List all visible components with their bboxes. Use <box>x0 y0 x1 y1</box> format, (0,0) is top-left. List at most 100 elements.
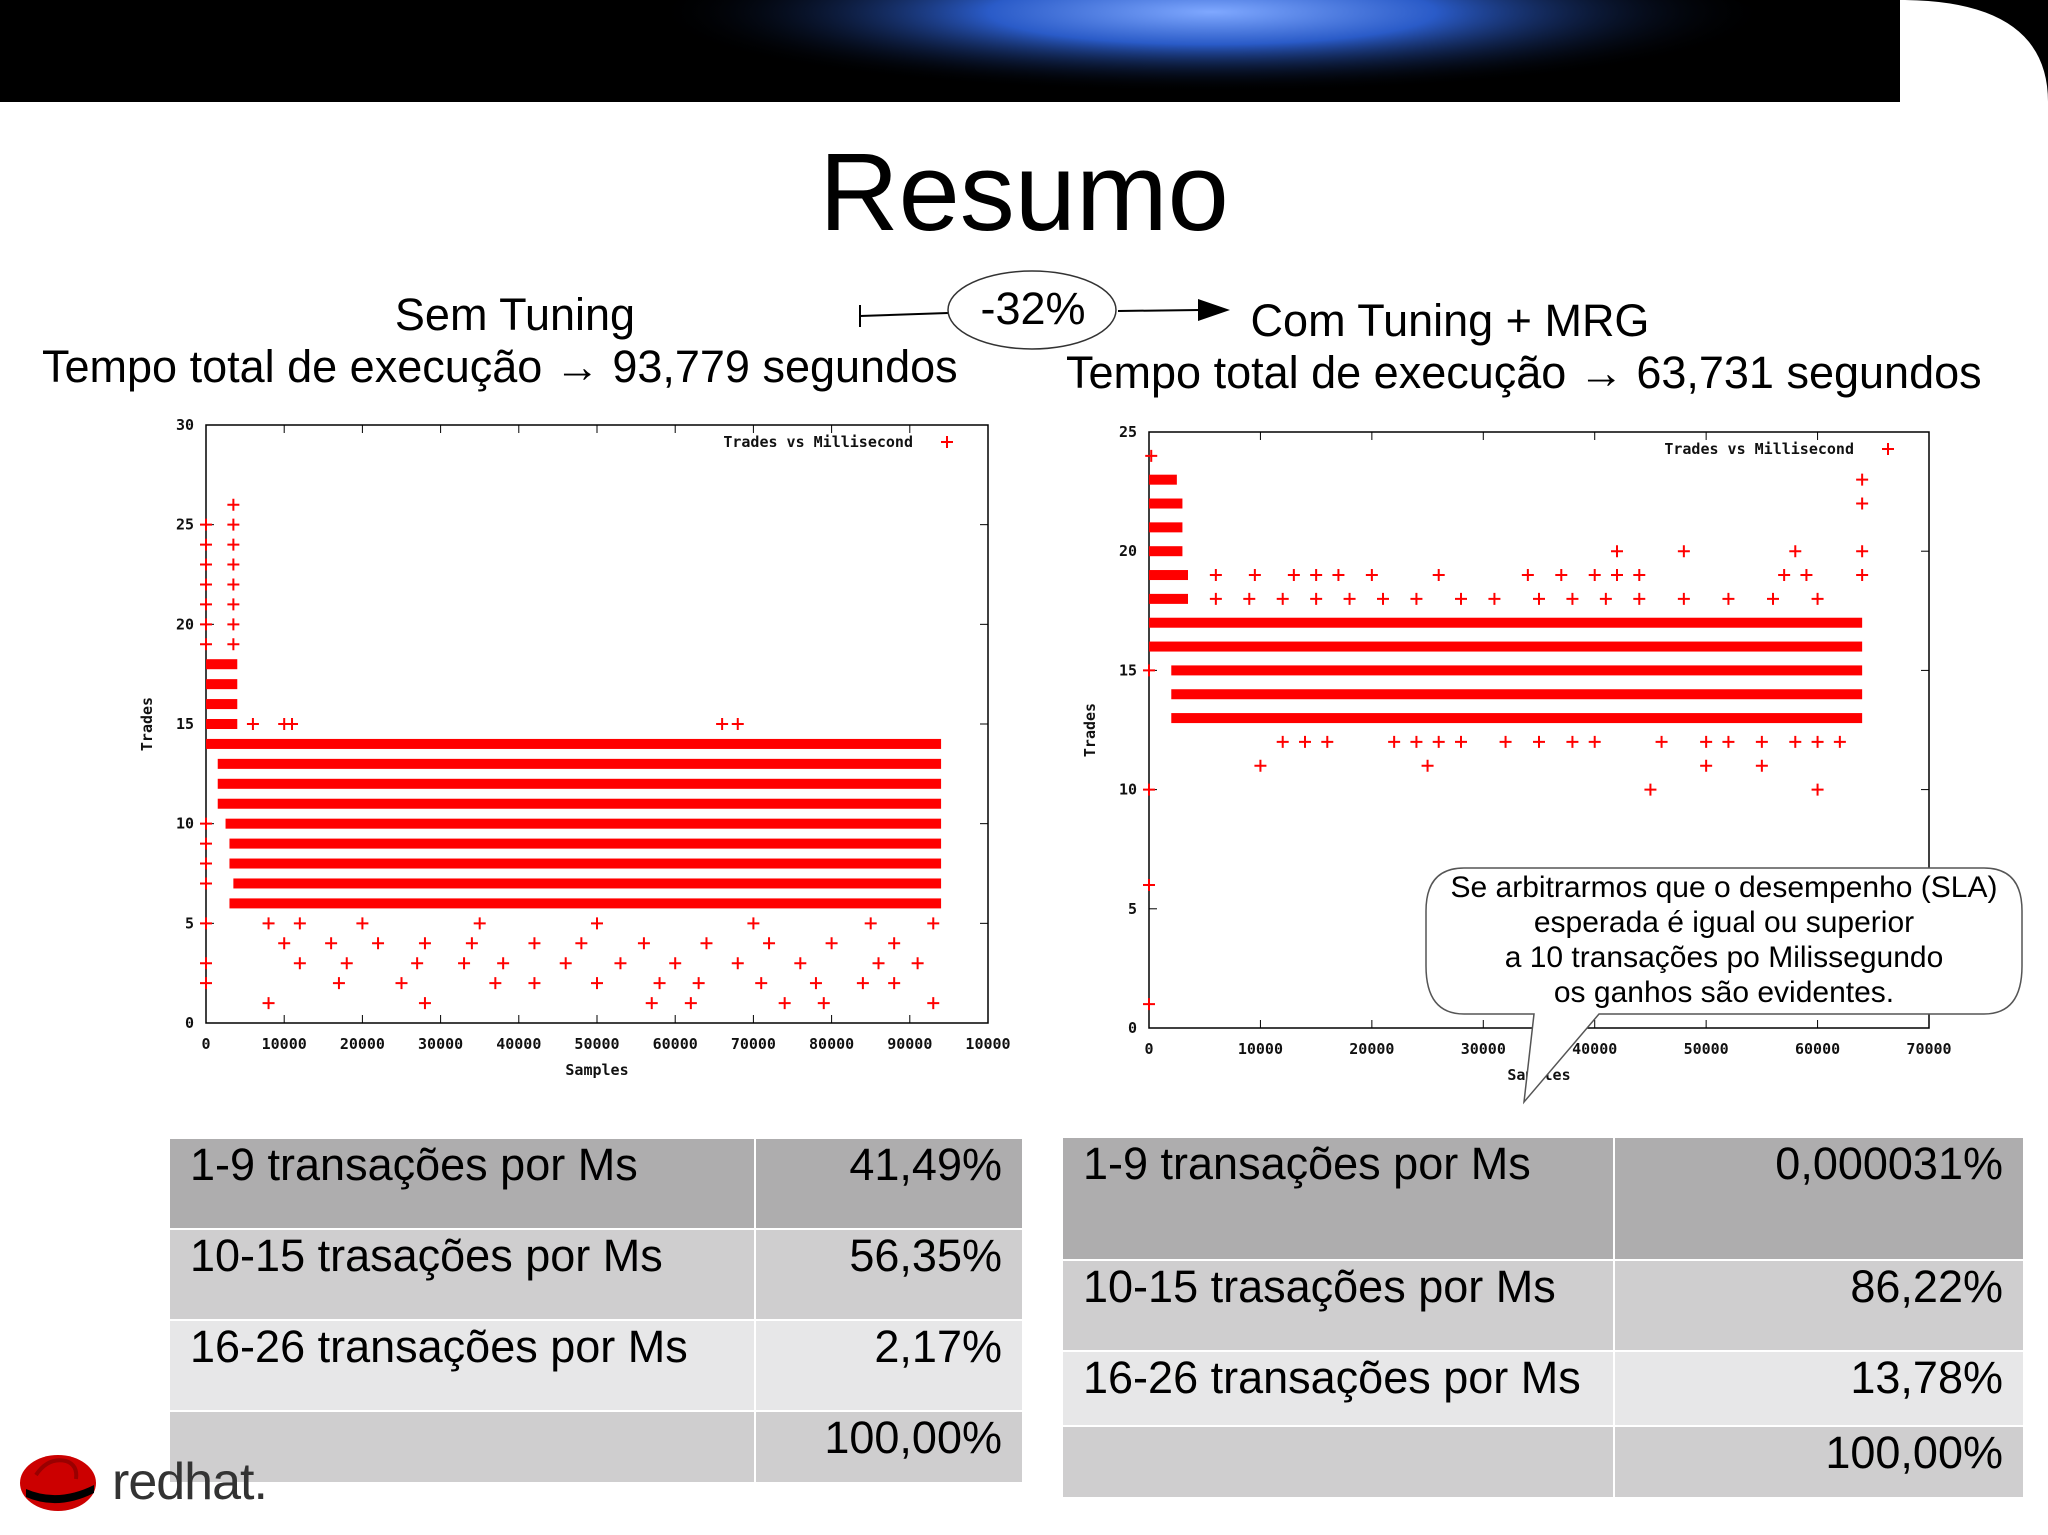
data-point <box>591 977 603 990</box>
y-tick-label: 0 <box>1128 1019 1137 1037</box>
data-point <box>825 937 838 950</box>
data-point <box>1655 735 1668 748</box>
data-point <box>888 937 901 950</box>
data-point <box>1455 592 1467 605</box>
table-cell-label: 1-9 transações por Ms <box>170 1139 756 1230</box>
data-point <box>372 937 385 950</box>
data-point <box>1611 545 1623 558</box>
legend-label: Trades vs Millisecond <box>723 433 913 451</box>
table-cell-label: 10-15 trasações por Ms <box>1063 1260 1615 1352</box>
y-tick-label: 20 <box>176 615 194 633</box>
data-point <box>200 977 212 990</box>
table-row-total: 100,00% <box>1063 1426 2025 1499</box>
data-point <box>473 917 486 930</box>
table-cell-label <box>1063 1426 1615 1499</box>
data-point <box>1254 759 1267 772</box>
data-band <box>217 778 942 789</box>
data-point <box>1644 783 1657 796</box>
data-band <box>1171 665 1863 676</box>
data-point <box>653 977 666 990</box>
data-point <box>1365 569 1378 582</box>
data-band <box>217 798 942 809</box>
data-point <box>227 558 240 571</box>
data-point <box>200 837 212 850</box>
table-cell-label: 16-26 transações por Ms <box>170 1320 756 1412</box>
x-tick-label: 30000 <box>418 1035 463 1053</box>
data-point <box>1722 592 1735 605</box>
table-row: 16-26 transações por Ms 13,78% <box>1063 1351 2025 1427</box>
data-band <box>1171 689 1863 700</box>
callout-line-3: a 10 transações po Milissegundo <box>1504 941 1944 974</box>
data-point <box>669 957 682 970</box>
data-point <box>1778 569 1791 582</box>
y-tick-label: 10 <box>176 815 194 833</box>
data-point <box>200 538 212 551</box>
data-point <box>1533 592 1545 605</box>
data-point <box>293 957 306 970</box>
x-tick-label: 40000 <box>496 1035 541 1053</box>
legend-marker <box>941 436 953 448</box>
logo-wordmark: redhat. <box>112 1453 268 1511</box>
data-point <box>1533 735 1545 748</box>
data-band <box>1149 593 1188 604</box>
data-band <box>206 738 942 749</box>
data-band <box>1149 498 1183 509</box>
data-point <box>528 977 541 990</box>
data-point <box>200 957 212 970</box>
data-point <box>262 997 275 1010</box>
data-point <box>1588 735 1601 748</box>
y-axis-label: Trades <box>138 697 156 751</box>
x-tick-label: 10000 <box>262 1035 307 1053</box>
data-point <box>1811 735 1824 748</box>
x-tick-label: 70000 <box>731 1035 776 1053</box>
data-point <box>731 957 744 970</box>
right-heading: Com Tuning + MRG <box>1250 295 1650 346</box>
data-point <box>1599 592 1612 605</box>
data-point <box>200 917 212 930</box>
x-tick-label: 10000 <box>1238 1040 1283 1058</box>
data-point <box>1276 592 1289 605</box>
y-tick-label: 25 <box>176 516 194 534</box>
y-tick-label: 5 <box>1128 900 1137 918</box>
data-point <box>1856 497 1869 510</box>
data-point <box>1677 545 1690 558</box>
data-point <box>1143 664 1155 677</box>
data-point <box>1800 569 1813 582</box>
table-row: 1-9 transações por Ms 41,49% <box>170 1139 1024 1230</box>
data-point <box>1588 569 1601 582</box>
data-band <box>206 679 238 690</box>
callout-bubble <box>1425 867 2023 1105</box>
data-point <box>227 618 240 631</box>
data-band <box>1171 713 1863 724</box>
data-point <box>1410 592 1423 605</box>
data-point <box>1332 569 1345 582</box>
data-point <box>200 638 212 651</box>
x-tick-label: 30000 <box>1461 1040 1506 1058</box>
data-point <box>200 598 212 611</box>
table-row: 10-15 trasações por Ms 56,35% <box>170 1229 1024 1321</box>
data-point <box>1209 592 1222 605</box>
x-tick-label: 20000 <box>340 1035 385 1053</box>
data-point <box>1310 569 1323 582</box>
data-point <box>1209 569 1222 582</box>
data-point <box>872 957 885 970</box>
data-point <box>692 977 705 990</box>
data-point <box>1833 735 1846 748</box>
header-banner <box>0 0 2048 102</box>
data-point <box>1566 592 1579 605</box>
data-point <box>227 638 240 651</box>
x-tick-label: 60000 <box>1795 1040 1840 1058</box>
data-point <box>1700 735 1713 748</box>
data-point <box>1243 592 1256 605</box>
data-band <box>225 818 942 829</box>
data-point <box>465 937 478 950</box>
data-point <box>1789 735 1802 748</box>
data-point <box>645 997 658 1010</box>
data-point <box>227 498 240 511</box>
data-point <box>1555 569 1568 582</box>
data-point <box>1310 592 1323 605</box>
y-tick-label: 0 <box>185 1014 194 1032</box>
data-point <box>418 937 431 950</box>
data-point <box>1143 998 1155 1011</box>
x-tick-label: 0 <box>1144 1040 1153 1058</box>
